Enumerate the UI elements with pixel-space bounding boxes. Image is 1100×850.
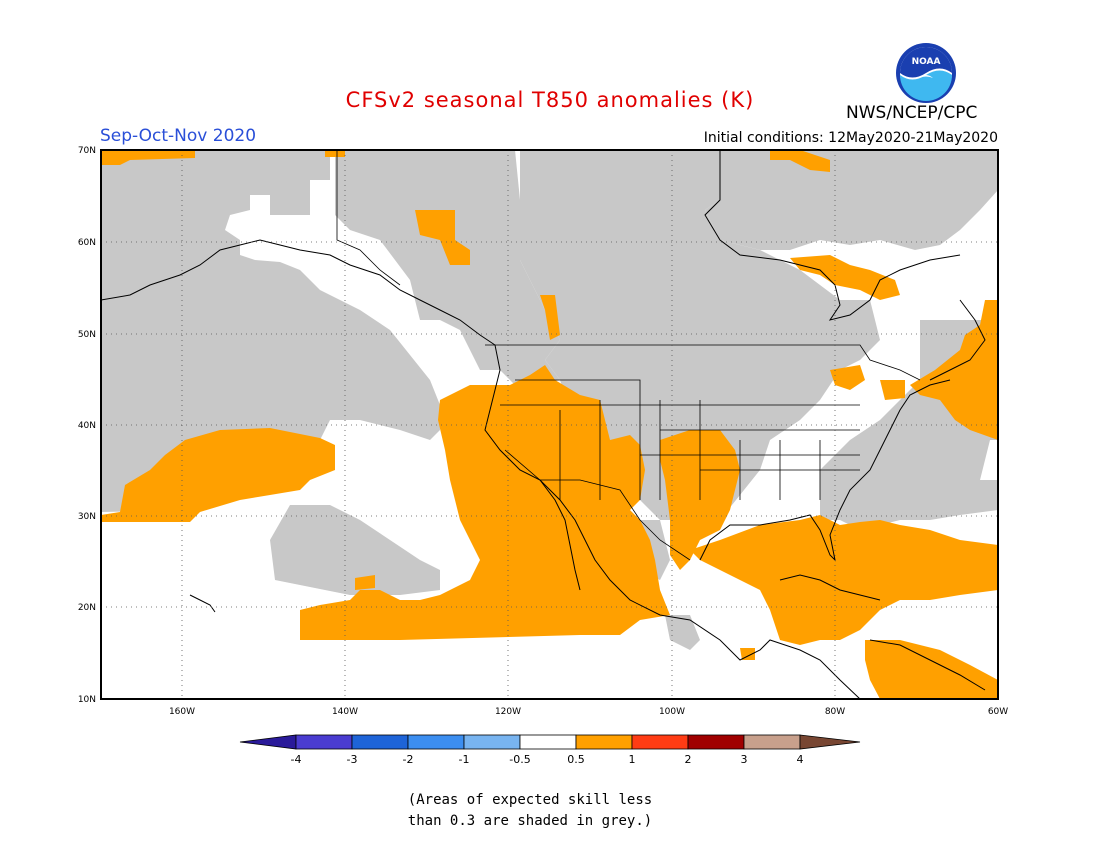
- warm-region-west-us-mexico: [300, 365, 670, 640]
- colorbar-swatch-4: [463, 734, 521, 750]
- lon-label-100w: 100W: [659, 707, 685, 717]
- warm-region-hudson-bay: [790, 255, 900, 300]
- lat-label-60n: 60N: [78, 238, 96, 248]
- colorbar-label-p3: 3: [740, 753, 748, 766]
- warm-region-ne-patch: [880, 380, 905, 400]
- grey-region-northeast-canada: [705, 150, 998, 250]
- warm-region-bering-edge: [325, 150, 345, 157]
- colorbar-swatch-min: [239, 734, 297, 750]
- lon-label-120w: 120W: [495, 707, 521, 717]
- low-skill-regions: [101, 150, 998, 650]
- warm-region-arctic-west: [101, 150, 195, 165]
- lat-label-50n: 50N: [78, 330, 96, 340]
- warm-region-yukon: [415, 210, 470, 265]
- agency-label: NWS/NCEP/CPC: [846, 103, 978, 123]
- colorbar-swatch-8: [687, 734, 745, 750]
- season-label: Sep-Oct-Nov 2020: [100, 126, 257, 146]
- warm-region-caribbean: [690, 515, 998, 645]
- lat-label-40n: 40N: [78, 421, 96, 431]
- warm-region-pacific-subtropics: [101, 428, 335, 522]
- initial-conditions-label: Initial conditions: 12May2020-21May2020: [703, 130, 998, 146]
- colorbar-swatch-5: [519, 734, 577, 750]
- colorbar-label-m3: -3: [346, 753, 358, 766]
- grey-region-pacific-north: [101, 150, 440, 512]
- coastlines: [101, 150, 986, 699]
- lat-label-70n: 70N: [78, 146, 96, 156]
- colorbar-label-p2: 2: [684, 753, 692, 766]
- colorbar-swatch-2: [351, 734, 409, 750]
- warm-region-arctic-north: [770, 150, 830, 172]
- latitude-labels: 70N 60N 50N 40N 30N 20N 10N: [78, 146, 96, 705]
- colorbar: [239, 734, 861, 750]
- noaa-logo-text: NOAA: [912, 57, 941, 67]
- warm-anomaly-regions: [101, 150, 998, 699]
- colorbar-swatch-9: [743, 734, 801, 750]
- colorbar-swatch-7: [631, 734, 689, 750]
- skill-note: (Areas of expected skill less than 0.3 a…: [300, 790, 760, 832]
- lon-label-80w: 80W: [825, 707, 845, 717]
- lon-label-60w: 60W: [988, 707, 1008, 717]
- lon-label-160w: 160W: [169, 707, 195, 717]
- colorbar-label-m2: -2: [402, 753, 414, 766]
- noaa-logo-icon: NOAA: [896, 43, 956, 103]
- lon-label-140w: 140W: [332, 707, 358, 717]
- lat-label-20n: 20N: [78, 603, 96, 613]
- grey-region-canada-central: [520, 150, 880, 520]
- colorbar-label-m1: -1: [458, 753, 470, 766]
- colorbar-swatch-6: [575, 734, 633, 750]
- colorbar-label-p1: 1: [628, 753, 636, 766]
- colorbar-swatch-max: [799, 734, 861, 750]
- grey-region-canada-west: [335, 150, 560, 390]
- warm-region-alberta: [540, 295, 560, 340]
- skill-note-line-1: (Areas of expected skill less: [407, 792, 653, 808]
- grey-region-hawaii: [270, 505, 440, 595]
- colorbar-label-m4: -4: [290, 753, 302, 766]
- warm-region-south-america-north: [865, 640, 998, 699]
- colorbar-swatch-1: [295, 734, 353, 750]
- warm-region-central-am: [740, 648, 755, 660]
- chart-title: CFSv2 seasonal T850 anomalies (K): [345, 88, 755, 112]
- lat-label-10n: 10N: [78, 695, 96, 705]
- warm-region-hawaii-south: [355, 575, 375, 590]
- longitude-labels: 160W 140W 120W 100W 80W 60W: [169, 707, 1008, 717]
- warm-region-great-lakes: [830, 365, 865, 390]
- colorbar-swatch-3: [407, 734, 465, 750]
- warm-region-atlantic-canada: [910, 300, 998, 440]
- political-borders: [336, 150, 921, 561]
- lat-label-30n: 30N: [78, 512, 96, 522]
- grey-region-central-america: [665, 615, 700, 650]
- skill-note-line-2: than 0.3 are shaded in grey.): [407, 813, 653, 829]
- colorbar-label-m05: -0.5: [509, 753, 531, 766]
- colorbar-label-p05: 0.5: [567, 753, 585, 766]
- colorbar-label-p4: 4: [796, 753, 804, 766]
